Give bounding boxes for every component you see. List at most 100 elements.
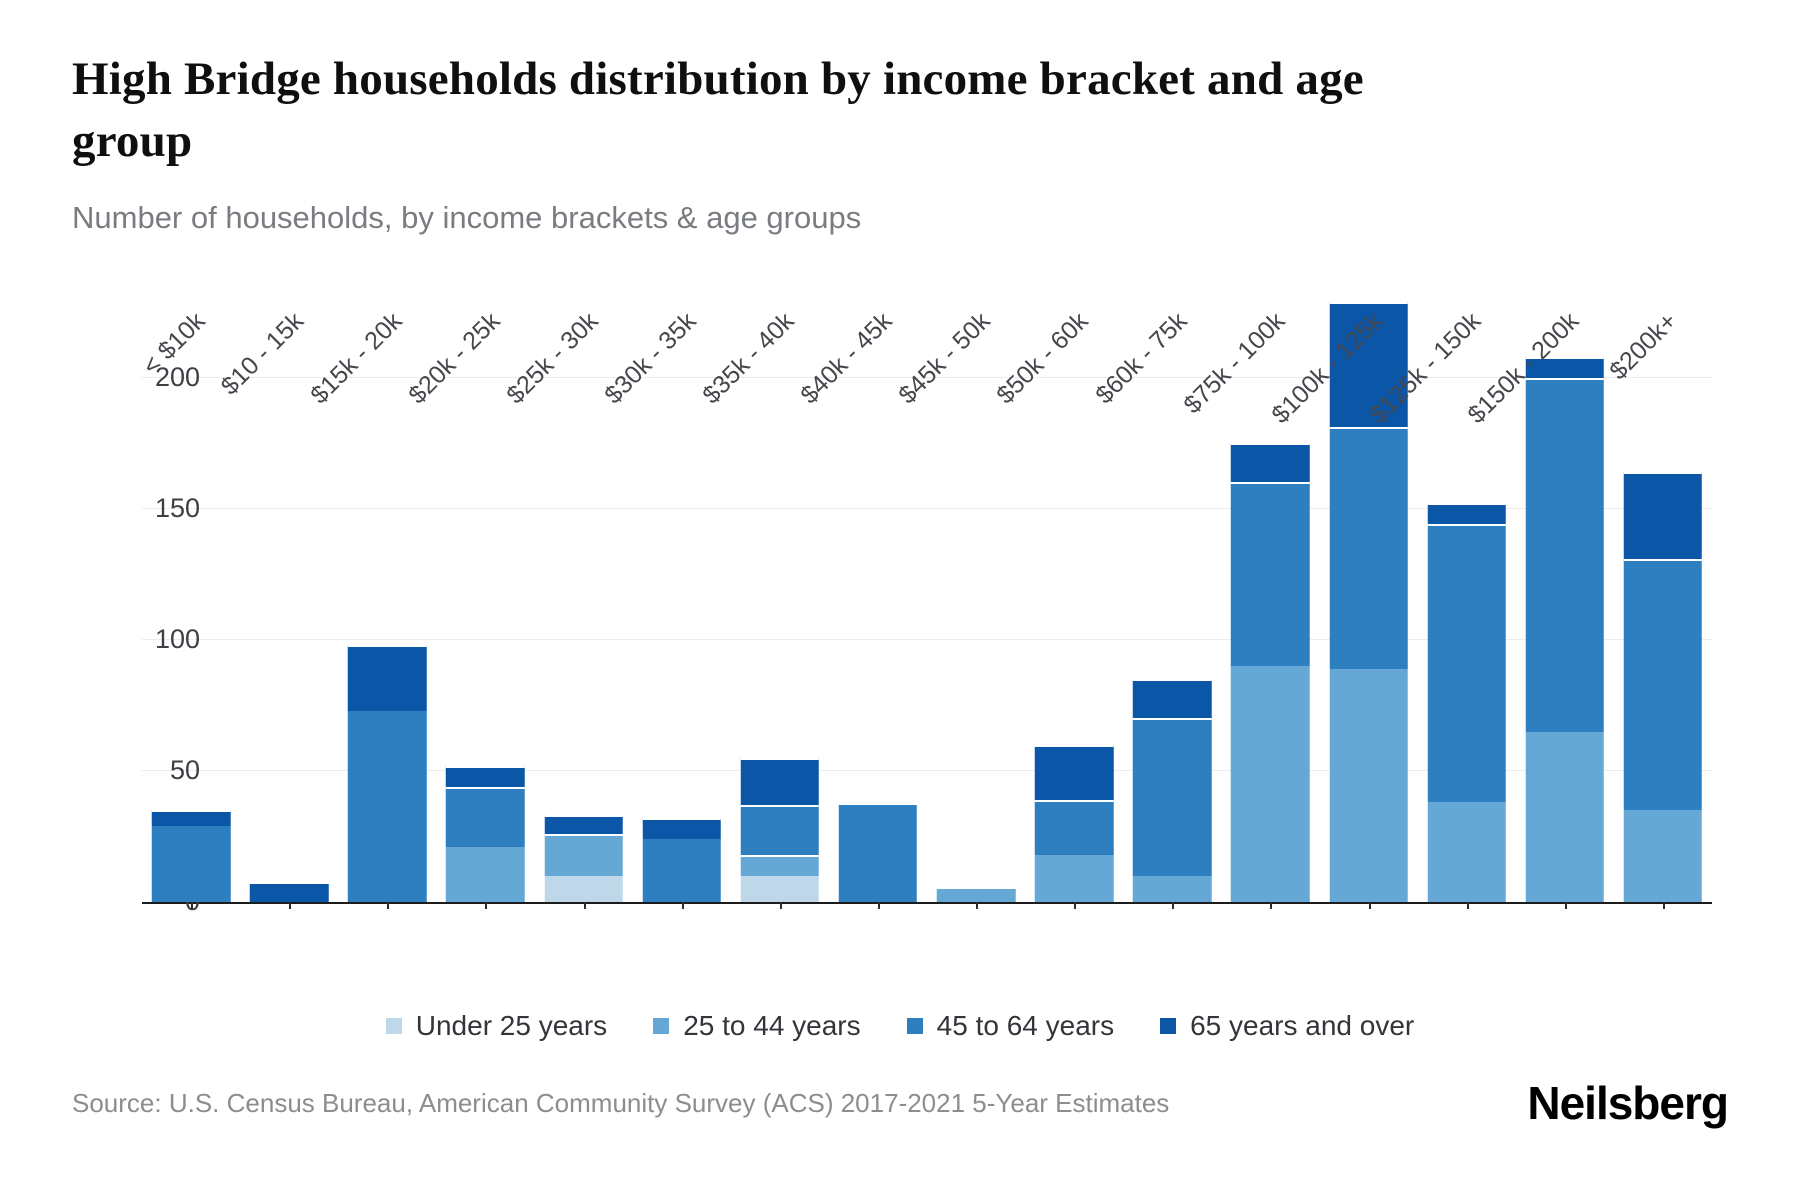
legend-item-65-years-and-over[interactable]: 65 years and over <box>1160 1010 1414 1042</box>
bar-segment-65-years-and-over[interactable] <box>446 765 525 787</box>
x-axis-tick <box>191 902 194 909</box>
bar-segment-65-years-and-over[interactable] <box>1231 443 1310 483</box>
bar-$75k - 100k[interactable] <box>1231 443 1310 902</box>
plot-area: 050100150200 < $10k$10 - 15k$15k - 20k$2… <box>137 293 1712 916</box>
bar-segment-25-to-44-years[interactable] <box>1329 668 1408 902</box>
bar-segment-65-years-and-over[interactable] <box>151 810 231 826</box>
bar-$15k - 20k[interactable] <box>348 645 427 902</box>
x-axis-tick <box>681 902 684 909</box>
bar-segment-65-years-and-over[interactable] <box>1329 301 1408 428</box>
bar-$35k - 40k[interactable] <box>740 757 820 902</box>
legend-item-45-to-64-years[interactable]: 45 to 64 years <box>906 1010 1115 1042</box>
column-$25k - 30k: $25k - 30k <box>501 293 633 909</box>
legend-label: 45 to 64 years <box>936 1010 1115 1041</box>
bar-$50k - 60k[interactable] <box>1034 744 1114 902</box>
bar-segment-25-to-44-years[interactable] <box>1034 854 1114 902</box>
column-$50k - 60k: $50k - 60k <box>992 293 1123 909</box>
legend-label: Under 25 years <box>415 1010 608 1041</box>
bar-$30k - 35k[interactable] <box>642 818 721 902</box>
bar-< $10k[interactable] <box>151 810 231 902</box>
column-$45k - 50k: $45k - 50k <box>894 293 1025 909</box>
bar-segment-45-to-64-years[interactable] <box>1329 427 1408 669</box>
chart-title: High Bridge households distribution by i… <box>72 53 1364 168</box>
bar-$125k - 150k[interactable] <box>1427 503 1506 902</box>
chart-subtitle: Number of households, by income brackets… <box>72 200 862 235</box>
column-$125k - 150k: $125k - 150k <box>1364 293 1516 909</box>
x-axis-tick <box>779 902 782 909</box>
bar-$10 - 15k[interactable] <box>249 883 329 902</box>
bar-segment-65-years-and-over[interactable] <box>1034 744 1114 800</box>
bar-segment-45-to-64-years[interactable] <box>446 786 525 847</box>
gridline-200 <box>142 376 1712 378</box>
bar-segment-25-to-44-years[interactable] <box>544 833 623 876</box>
source-note: Source: U.S. Census Bureau, American Com… <box>72 1087 1170 1118</box>
bar-segment-25-to-44-years[interactable] <box>1231 666 1310 902</box>
legend-label: 25 to 44 years <box>683 1010 861 1041</box>
neilsberg-logo: Neilsberg <box>1527 1077 1729 1129</box>
x-axis-tick <box>1466 902 1469 909</box>
bar-segment-45-to-64-years[interactable] <box>740 805 820 855</box>
bar-$40k - 45k[interactable] <box>838 804 918 902</box>
bar-segment-under-25-years[interactable] <box>740 875 820 902</box>
bar-segment-25-to-44-years[interactable] <box>1133 875 1212 902</box>
bar-$150k - 200k[interactable] <box>1525 356 1605 902</box>
y-tick-label-200: 200 <box>154 361 200 392</box>
x-axis-tick <box>877 902 880 909</box>
bar-segment-45-to-64-years[interactable] <box>838 804 918 902</box>
bar-$45k - 50k[interactable] <box>936 888 1016 902</box>
bar-segment-65-years-and-over[interactable] <box>249 883 329 902</box>
bar-segment-65-years-and-over[interactable] <box>1427 503 1506 525</box>
bar-segment-45-to-64-years[interactable] <box>1623 558 1703 811</box>
y-tick-label-150: 150 <box>154 492 200 523</box>
legend-item-25-to-44-years[interactable]: 25 to 44 years <box>653 1010 861 1042</box>
column-$75k - 100k: $75k - 100k <box>1178 293 1319 909</box>
legend: Under 25 years 25 to 44 years 45 to 64 yea… <box>72 1010 1728 1042</box>
bar-$25k - 30k[interactable] <box>544 815 623 902</box>
bar-segment-45-to-64-years[interactable] <box>1525 377 1605 732</box>
x-axis-tick <box>976 902 979 909</box>
bar-segment-65-years-and-over[interactable] <box>1525 356 1605 378</box>
x-axis-tick <box>1662 902 1665 909</box>
bar-segment-65-years-and-over[interactable] <box>1623 471 1703 559</box>
legend-swatch-icon <box>906 1018 923 1034</box>
bar-segment-25-to-44-years[interactable] <box>1623 810 1703 902</box>
bar-segment-45-to-64-years[interactable] <box>1133 718 1212 876</box>
bar-segment-65-years-and-over[interactable] <box>1133 679 1212 719</box>
column-$40k - 45k: $40k - 45k <box>795 293 927 909</box>
gridline-150 <box>142 507 1712 509</box>
column-< $10k: < $10k <box>137 293 240 909</box>
bar-segment-45-to-64-years[interactable] <box>1427 524 1506 803</box>
bar-segment-under-25-years[interactable] <box>544 875 623 902</box>
bar-$100k - 125k[interactable] <box>1329 301 1408 902</box>
bar-segment-65-years-and-over[interactable] <box>544 815 623 834</box>
legend-label: 65 years and over <box>1190 1010 1415 1041</box>
x-axis-tick <box>1074 902 1077 909</box>
x-axis-tick <box>387 902 390 909</box>
bar-segment-25-to-44-years[interactable] <box>936 888 1016 902</box>
bar-segment-25-to-44-years[interactable] <box>740 854 820 876</box>
bar-segment-65-years-and-over[interactable] <box>740 757 820 805</box>
bar-segment-45-to-64-years[interactable] <box>1231 482 1310 666</box>
column-$20k - 25k: $20k - 25k <box>403 293 534 909</box>
bar-segment-45-to-64-years[interactable] <box>348 710 427 902</box>
bar-segment-25-to-44-years[interactable] <box>1525 731 1605 902</box>
bar-segment-25-to-44-years[interactable] <box>1427 802 1506 902</box>
bar-$200k+[interactable] <box>1623 471 1703 902</box>
bar-$60k - 75k[interactable] <box>1133 679 1212 902</box>
legend-item-under-25-years[interactable]: Under 25 years <box>385 1010 608 1042</box>
x-tick-label-$200k+: $200k+ <box>1604 307 1683 386</box>
bar-segment-45-to-64-years[interactable] <box>642 839 721 902</box>
column-$35k - 40k: $35k - 40k <box>697 293 829 909</box>
bar-segment-45-to-64-years[interactable] <box>151 825 231 902</box>
bar-segment-25-to-44-years[interactable] <box>446 846 525 902</box>
chart-area: 050100150200 < $10k$10 - 15k$15k - 20k$2… <box>72 268 1728 1041</box>
legend-swatch-icon <box>1160 1018 1177 1034</box>
x-axis-tick <box>1368 902 1371 909</box>
bar-$20k - 25k[interactable] <box>446 765 525 902</box>
legend-swatch-icon <box>385 1018 402 1034</box>
column-$200k+: $200k+ <box>1604 293 1712 909</box>
bar-segment-45-to-64-years[interactable] <box>1034 799 1114 855</box>
bar-segment-65-years-and-over[interactable] <box>348 645 427 711</box>
bar-segment-65-years-and-over[interactable] <box>642 818 721 840</box>
